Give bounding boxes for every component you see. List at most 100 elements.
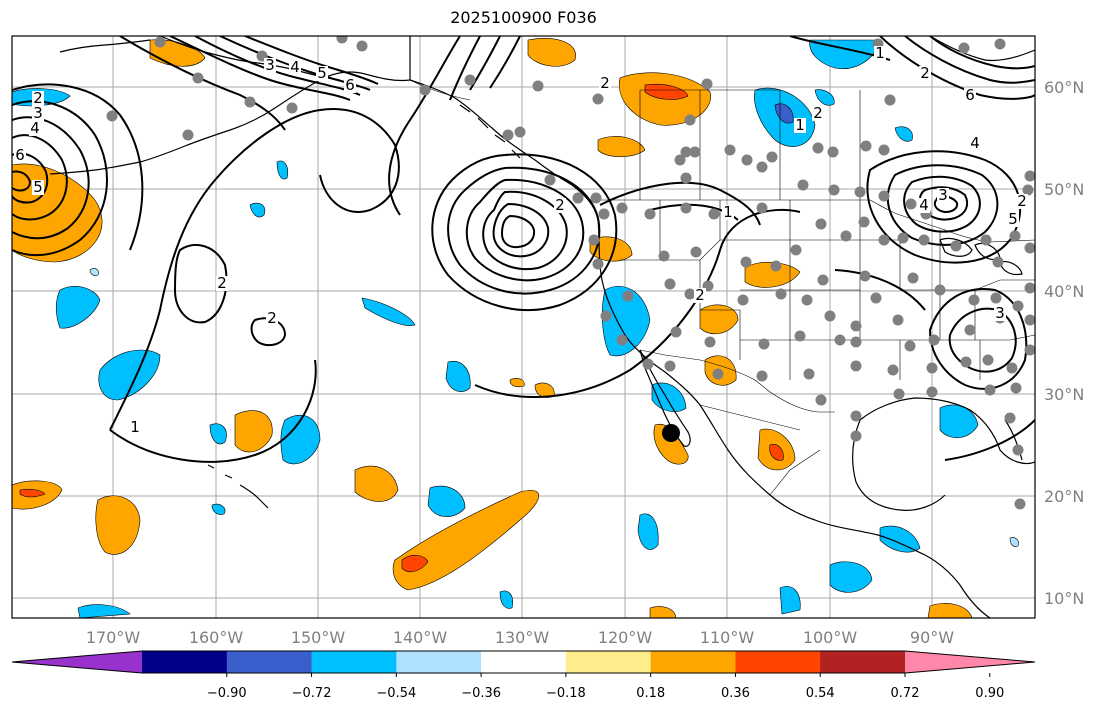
border-mexico-states	[699, 404, 821, 496]
station-dot	[1009, 230, 1021, 242]
station-dot	[690, 246, 702, 258]
contour-label: 6	[15, 146, 25, 164]
coastline-islands	[459, 104, 521, 159]
station-dot	[958, 42, 970, 54]
station-dot	[514, 126, 526, 138]
anomaly-region	[527, 38, 576, 67]
station-dot	[592, 93, 604, 105]
contour-label: 4	[290, 58, 300, 76]
coastline-gulf	[859, 397, 1035, 465]
colorbar-extend-low	[12, 651, 142, 673]
contour-line	[449, 36, 481, 101]
contour-line	[929, 36, 1035, 70]
station-dot	[840, 230, 852, 242]
contour-label-bg	[289, 60, 301, 75]
colorbar-tick-label: 0.72	[891, 686, 920, 701]
station-dot	[893, 388, 905, 400]
station-dot	[918, 234, 930, 246]
anomaly-region	[769, 444, 784, 461]
lat-tick-label: 30°N	[1044, 385, 1084, 404]
contour-label: 4	[919, 196, 929, 214]
coastline-alaska	[139, 71, 411, 163]
contour-line	[928, 288, 1028, 390]
anomaly-region	[649, 606, 677, 618]
coastline-florida	[1004, 419, 1023, 461]
colorbar-extend-high	[905, 651, 1035, 673]
contour-line	[492, 202, 550, 258]
colorbar-tick-label: −0.18	[546, 686, 586, 701]
station-dot	[600, 310, 612, 322]
anomaly-region	[499, 590, 513, 609]
anomaly-region	[939, 404, 979, 438]
anomaly-region	[774, 103, 794, 124]
contour-label: 3	[265, 56, 275, 74]
station-dot	[590, 192, 602, 204]
location-marker	[662, 424, 680, 442]
colorbar-segment	[396, 651, 482, 673]
contour-label-bg	[316, 66, 328, 81]
anomaly-region	[98, 349, 161, 401]
colorbar-tick-label: 0.18	[636, 686, 665, 701]
station-dot	[905, 198, 917, 210]
colorbar-segment	[481, 651, 567, 673]
colorbar-segment	[735, 651, 821, 673]
contour-line	[12, 83, 144, 251]
station-dot	[1012, 300, 1024, 312]
contour-label-bg	[264, 58, 276, 73]
anomaly-region	[829, 561, 873, 593]
station-dot	[756, 161, 768, 173]
contour-label-bg	[344, 78, 356, 93]
station-dot	[994, 38, 1006, 50]
contour-label-bg	[32, 106, 44, 121]
station-dot	[616, 334, 628, 346]
colorbar-tick-label: −0.72	[292, 686, 332, 701]
colorbar-tick-label: 0.36	[721, 686, 750, 701]
contour-label: 1	[875, 44, 885, 62]
station-dot	[756, 370, 768, 382]
contour-label: 5	[33, 178, 43, 196]
station-dot	[544, 174, 556, 186]
station-dot	[756, 202, 768, 214]
colorbar-segment	[142, 651, 228, 673]
station-dot	[878, 144, 890, 156]
lon-tick-label: 160°W	[189, 628, 244, 647]
station-dot	[680, 172, 692, 184]
station-dot	[878, 190, 890, 202]
contour-label-bg	[32, 91, 44, 106]
contour-label: 4	[30, 119, 40, 137]
station-dot	[708, 208, 720, 220]
station-dot	[968, 294, 980, 306]
station-dot	[1024, 344, 1035, 356]
contour-label: 2	[267, 309, 277, 327]
anomaly-region	[644, 83, 689, 100]
station-dot	[803, 368, 815, 380]
station-dot	[502, 129, 514, 141]
colorbar-tick-labels: −0.90 −0.72 −0.54 −0.36 −0.18 0.18 0.36 0.54 0.7…	[207, 673, 1004, 701]
station-dot	[850, 336, 862, 348]
station-dot	[775, 288, 787, 300]
contour-label: 1	[130, 418, 140, 436]
station-dot	[870, 292, 882, 304]
station-dot	[950, 240, 962, 252]
station-dot	[860, 140, 872, 152]
station-dot	[1024, 314, 1035, 326]
contour-line	[469, 36, 501, 91]
lon-tick-label: 120°W	[598, 628, 653, 647]
latitude-labels: 60°N 50°N 40°N 30°N 20°N 10°N	[1044, 78, 1084, 608]
station-dot	[770, 260, 782, 272]
station-dot	[897, 232, 909, 244]
contour-line	[194, 36, 361, 96]
station-dot	[859, 270, 871, 282]
contour-line	[12, 170, 32, 192]
coastline-aleutians	[49, 39, 151, 175]
anomaly-region	[95, 495, 141, 555]
coastlines	[49, 36, 1035, 618]
contour-label: 3	[995, 304, 1005, 322]
contour-line	[119, 36, 286, 131]
contour-line	[903, 175, 981, 233]
station-dot	[356, 40, 368, 52]
lat-tick-label: 50°N	[1044, 180, 1084, 199]
contour-label-bg	[969, 136, 981, 151]
station-dot	[928, 334, 940, 346]
anomaly-region	[637, 513, 659, 550]
